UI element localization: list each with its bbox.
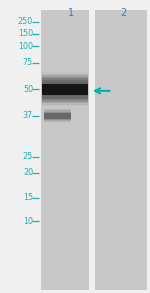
Bar xyxy=(42,72,88,106)
Text: 37: 37 xyxy=(23,111,33,120)
Bar xyxy=(42,80,88,99)
Text: 150: 150 xyxy=(18,29,33,38)
Bar xyxy=(44,110,71,121)
Bar xyxy=(44,107,71,125)
Bar xyxy=(40,10,89,290)
Bar xyxy=(44,113,71,119)
Text: 15: 15 xyxy=(23,193,33,202)
Bar xyxy=(95,10,147,290)
Text: 20: 20 xyxy=(23,168,33,177)
Text: 50: 50 xyxy=(23,85,33,94)
Bar xyxy=(42,71,88,108)
Text: 10: 10 xyxy=(23,217,33,226)
Bar xyxy=(44,113,71,119)
Bar xyxy=(42,84,88,95)
Text: 250: 250 xyxy=(18,18,33,26)
Bar xyxy=(42,74,88,105)
Text: 100: 100 xyxy=(18,42,33,51)
Text: 25: 25 xyxy=(23,152,33,161)
Bar xyxy=(44,112,71,120)
Bar xyxy=(44,108,71,123)
Bar xyxy=(42,84,88,95)
Bar xyxy=(42,78,88,100)
Text: 1: 1 xyxy=(68,8,74,18)
Bar xyxy=(42,81,88,98)
Bar xyxy=(44,109,71,122)
Text: 2: 2 xyxy=(121,8,127,18)
Bar xyxy=(42,83,88,96)
Bar xyxy=(42,77,88,102)
Text: 75: 75 xyxy=(23,59,33,67)
Bar xyxy=(42,75,88,103)
